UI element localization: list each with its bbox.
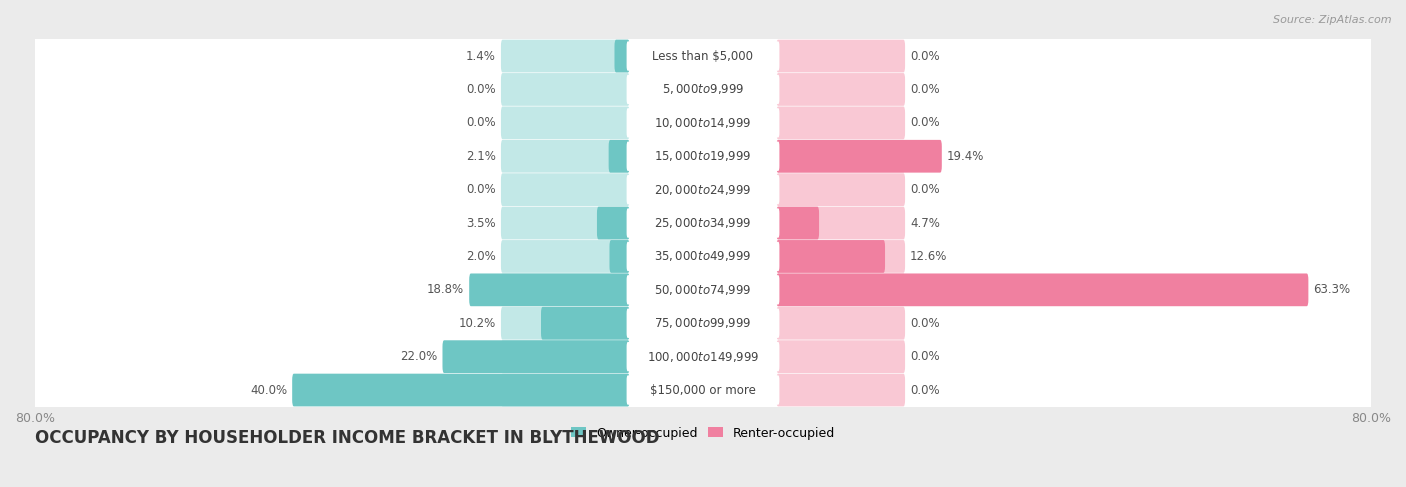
Text: 0.0%: 0.0%	[467, 183, 496, 196]
Text: $10,000 to $14,999: $10,000 to $14,999	[654, 116, 752, 130]
Text: $75,000 to $99,999: $75,000 to $99,999	[654, 316, 752, 330]
FancyBboxPatch shape	[776, 73, 905, 106]
FancyBboxPatch shape	[541, 307, 630, 339]
Text: 12.6%: 12.6%	[910, 250, 948, 263]
Text: 0.0%: 0.0%	[910, 350, 939, 363]
FancyBboxPatch shape	[627, 309, 779, 338]
FancyBboxPatch shape	[776, 240, 905, 273]
FancyBboxPatch shape	[609, 140, 630, 172]
Text: $50,000 to $74,999: $50,000 to $74,999	[654, 283, 752, 297]
FancyBboxPatch shape	[627, 75, 779, 104]
Bar	[35, 106, 1371, 140]
FancyBboxPatch shape	[776, 374, 905, 407]
FancyBboxPatch shape	[776, 307, 905, 339]
FancyBboxPatch shape	[598, 206, 630, 240]
Text: 0.0%: 0.0%	[910, 384, 939, 396]
Text: 0.0%: 0.0%	[910, 183, 939, 196]
FancyBboxPatch shape	[627, 208, 779, 238]
FancyBboxPatch shape	[501, 206, 630, 240]
FancyBboxPatch shape	[776, 206, 905, 240]
Text: $20,000 to $24,999: $20,000 to $24,999	[654, 183, 752, 197]
Bar	[35, 340, 1371, 374]
Bar	[35, 306, 1371, 340]
Text: $150,000 or more: $150,000 or more	[650, 384, 756, 396]
FancyBboxPatch shape	[776, 274, 905, 306]
FancyBboxPatch shape	[470, 274, 630, 306]
FancyBboxPatch shape	[776, 173, 905, 206]
FancyBboxPatch shape	[501, 73, 630, 106]
Text: 3.5%: 3.5%	[467, 217, 496, 229]
Bar	[35, 273, 1371, 306]
FancyBboxPatch shape	[614, 39, 630, 73]
FancyBboxPatch shape	[501, 140, 630, 172]
Bar	[35, 206, 1371, 240]
FancyBboxPatch shape	[627, 175, 779, 205]
Text: $15,000 to $19,999: $15,000 to $19,999	[654, 149, 752, 163]
Text: 4.7%: 4.7%	[910, 217, 941, 229]
Text: 1.4%: 1.4%	[465, 50, 496, 62]
Bar	[35, 73, 1371, 106]
FancyBboxPatch shape	[501, 307, 630, 339]
Text: 22.0%: 22.0%	[401, 350, 437, 363]
FancyBboxPatch shape	[776, 206, 820, 240]
Text: $25,000 to $34,999: $25,000 to $34,999	[654, 216, 752, 230]
Text: 0.0%: 0.0%	[910, 317, 939, 330]
FancyBboxPatch shape	[627, 375, 779, 405]
Text: 0.0%: 0.0%	[910, 116, 939, 130]
FancyBboxPatch shape	[501, 240, 630, 273]
FancyBboxPatch shape	[776, 140, 905, 172]
Text: 0.0%: 0.0%	[467, 83, 496, 96]
FancyBboxPatch shape	[627, 108, 779, 137]
FancyBboxPatch shape	[776, 274, 1309, 306]
Bar	[35, 173, 1371, 206]
FancyBboxPatch shape	[776, 240, 884, 273]
Text: OCCUPANCY BY HOUSEHOLDER INCOME BRACKET IN BLYTHEWOOD: OCCUPANCY BY HOUSEHOLDER INCOME BRACKET …	[35, 429, 659, 447]
FancyBboxPatch shape	[443, 340, 630, 373]
Text: 40.0%: 40.0%	[250, 384, 287, 396]
Text: 18.8%: 18.8%	[427, 283, 464, 297]
Text: 0.0%: 0.0%	[467, 116, 496, 130]
FancyBboxPatch shape	[627, 242, 779, 271]
FancyBboxPatch shape	[501, 274, 630, 306]
Text: $5,000 to $9,999: $5,000 to $9,999	[662, 82, 744, 96]
FancyBboxPatch shape	[501, 340, 630, 373]
FancyBboxPatch shape	[609, 240, 630, 273]
Text: 10.2%: 10.2%	[458, 317, 496, 330]
FancyBboxPatch shape	[776, 140, 942, 172]
FancyBboxPatch shape	[627, 342, 779, 372]
FancyBboxPatch shape	[627, 275, 779, 304]
Text: $35,000 to $49,999: $35,000 to $49,999	[654, 249, 752, 263]
Bar	[35, 240, 1371, 273]
Text: 63.3%: 63.3%	[1313, 283, 1351, 297]
Bar	[35, 140, 1371, 173]
Text: 2.1%: 2.1%	[465, 150, 496, 163]
Legend: Owner-occupied, Renter-occupied: Owner-occupied, Renter-occupied	[567, 422, 839, 445]
FancyBboxPatch shape	[776, 39, 905, 73]
FancyBboxPatch shape	[627, 142, 779, 171]
Bar	[35, 374, 1371, 407]
Text: 2.0%: 2.0%	[467, 250, 496, 263]
FancyBboxPatch shape	[627, 41, 779, 71]
Text: 19.4%: 19.4%	[946, 150, 984, 163]
FancyBboxPatch shape	[501, 107, 630, 139]
FancyBboxPatch shape	[501, 39, 630, 73]
Text: 0.0%: 0.0%	[910, 50, 939, 62]
FancyBboxPatch shape	[501, 173, 630, 206]
Bar	[35, 39, 1371, 73]
Text: Less than $5,000: Less than $5,000	[652, 50, 754, 62]
Text: 0.0%: 0.0%	[910, 83, 939, 96]
FancyBboxPatch shape	[292, 374, 630, 407]
FancyBboxPatch shape	[776, 340, 905, 373]
Text: Source: ZipAtlas.com: Source: ZipAtlas.com	[1274, 15, 1392, 25]
Text: $100,000 to $149,999: $100,000 to $149,999	[647, 350, 759, 364]
FancyBboxPatch shape	[501, 374, 630, 407]
FancyBboxPatch shape	[776, 107, 905, 139]
